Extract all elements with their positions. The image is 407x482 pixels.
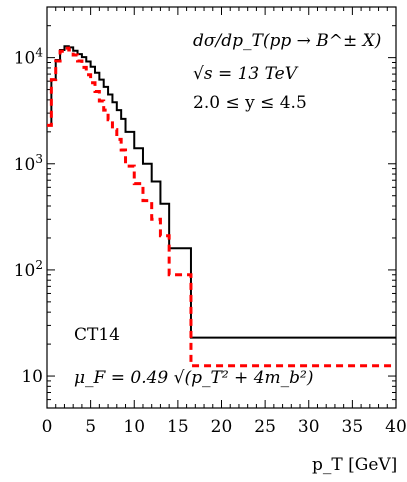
annotation-rapidity: 2.0 ≤ y ≤ 4.5 (193, 93, 307, 113)
y-tick-label: 103 (14, 152, 43, 175)
annotation-process: dσ/dp_T(pp → B^± X) (193, 31, 381, 51)
y-tick-label: 10 (21, 367, 43, 387)
x-tick-label: 15 (167, 417, 189, 437)
x-tick-label: 40 (385, 417, 407, 437)
series-0-line (47, 45, 396, 339)
annotation-pdf: CT14 (74, 325, 120, 345)
x-axis-label: p_T [GeV] (312, 455, 397, 475)
annotation-energy: √s = 13 TeV (193, 64, 299, 84)
x-tick-label: 25 (254, 417, 276, 437)
y-tick-label: 102 (14, 258, 43, 281)
x-tick-label: 30 (298, 417, 320, 437)
y-tick-label: 104 (14, 46, 44, 69)
x-tick-label: 10 (123, 417, 145, 437)
series-1-line (47, 46, 396, 368)
x-tick-label: 5 (85, 417, 96, 437)
x-tick-label: 20 (211, 417, 233, 437)
x-tick-label: 35 (342, 417, 364, 437)
annotation-scale: μ_F = 0.49 √(p_T² + 4m_b²) (74, 368, 313, 388)
x-tick-label: 0 (42, 417, 53, 437)
